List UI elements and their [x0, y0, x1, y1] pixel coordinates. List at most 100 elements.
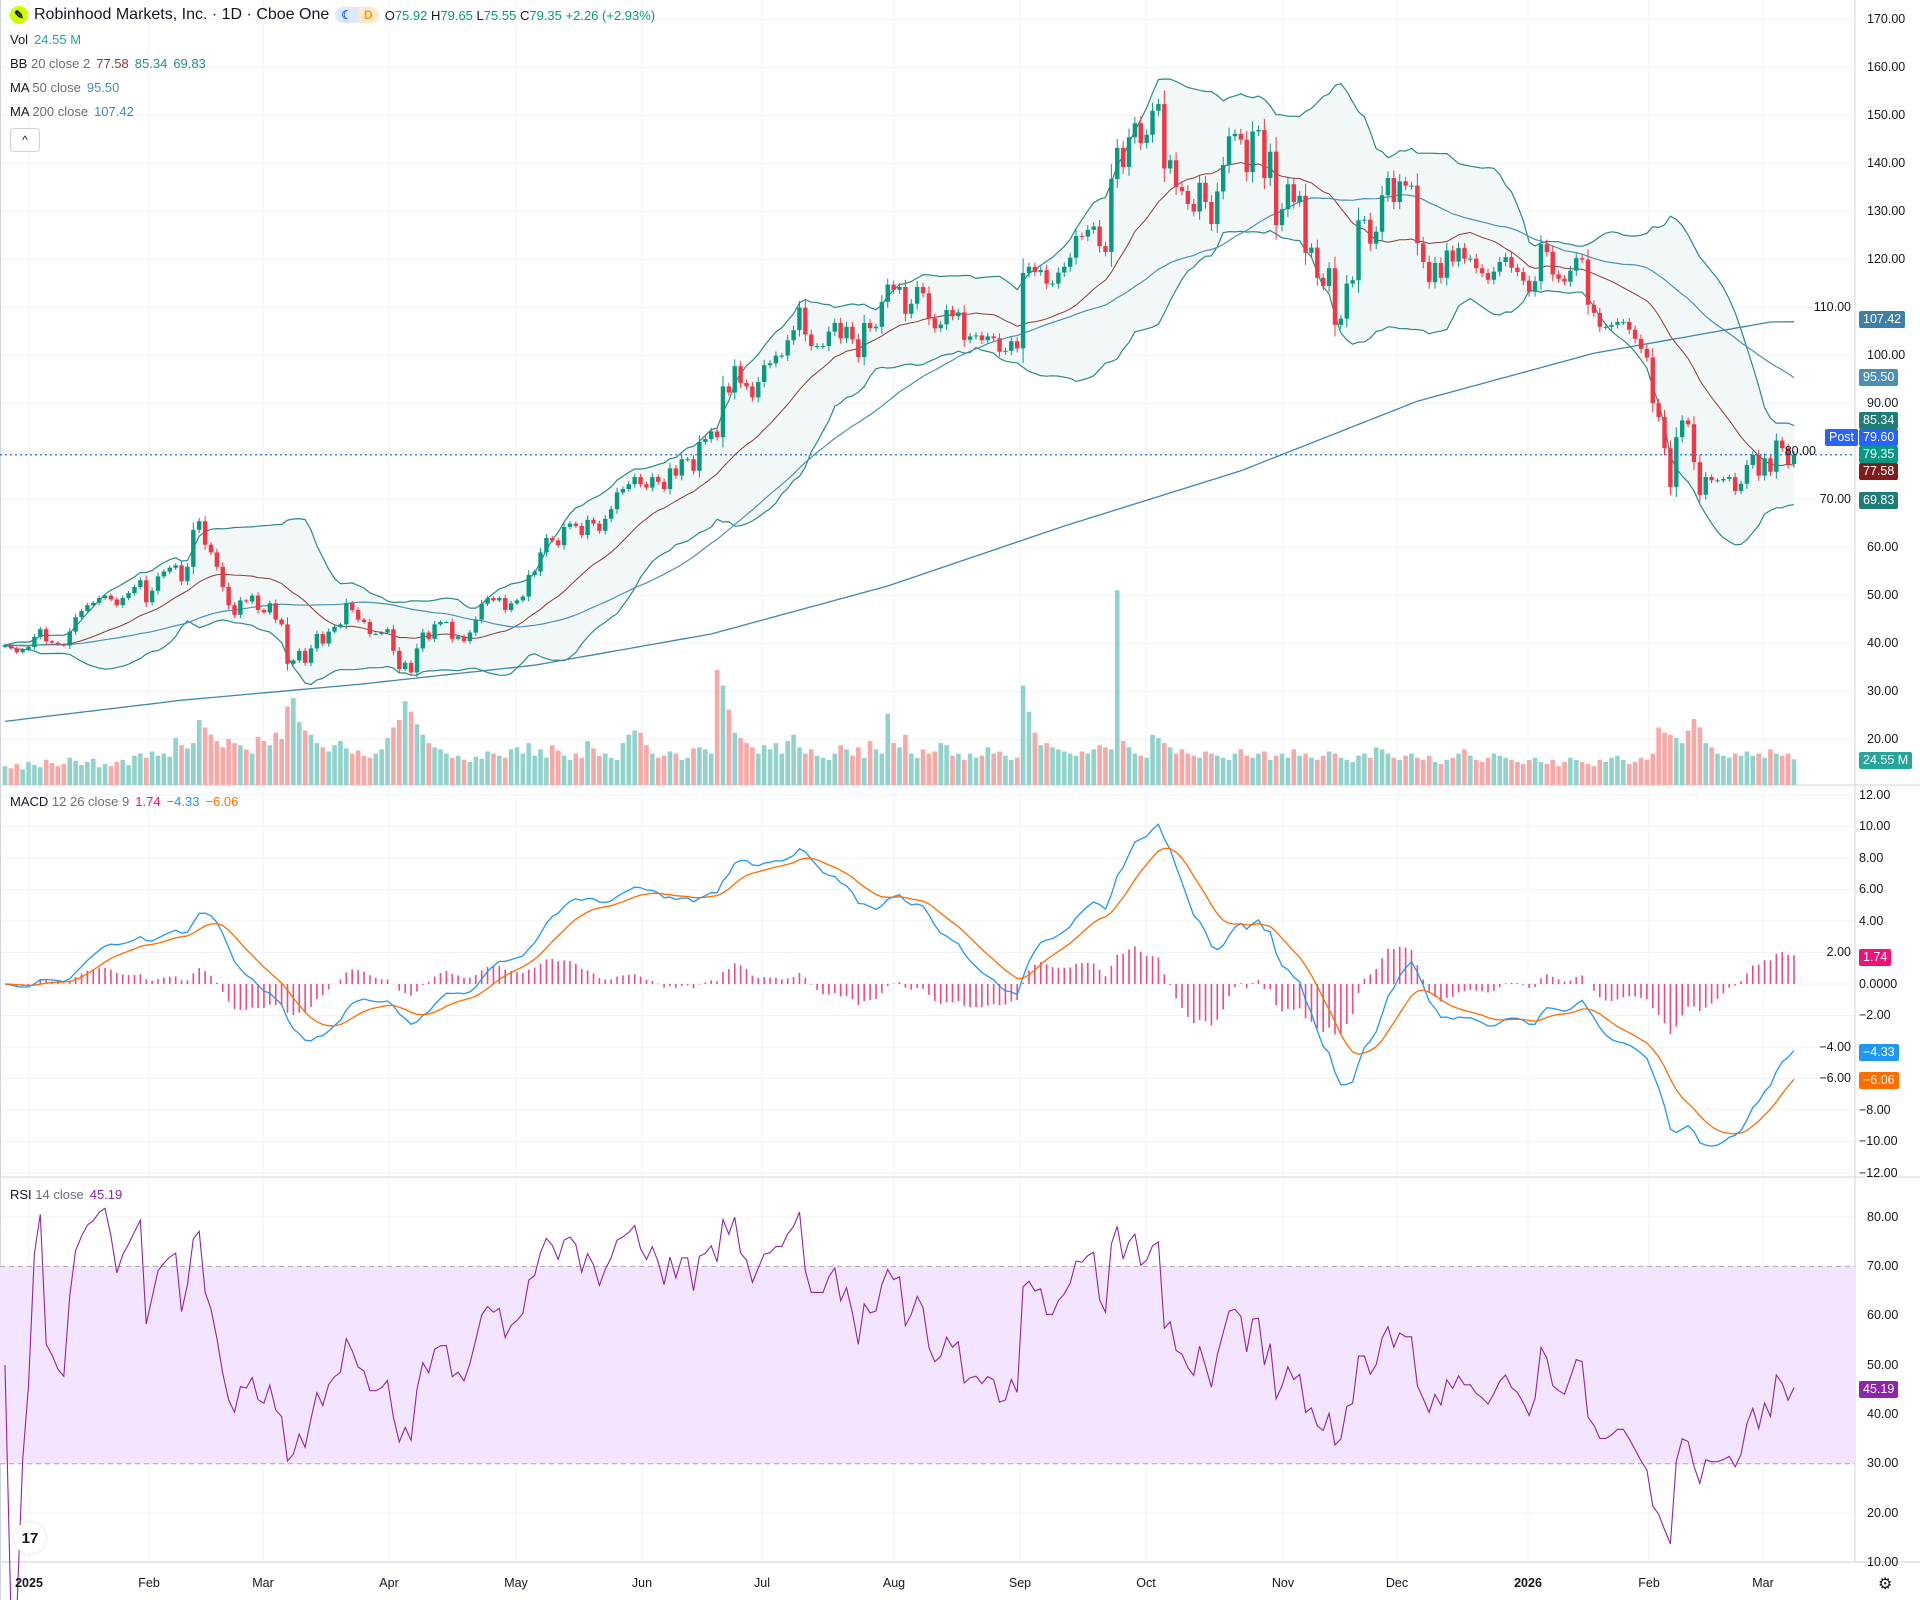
macd-histogram-bar: [1469, 984, 1472, 990]
candle-body: [1097, 226, 1102, 247]
candle-body: [144, 580, 149, 603]
macd-histogram-bar: [1598, 984, 1601, 998]
volume-bar: [1462, 749, 1467, 785]
volume-bar: [438, 749, 443, 785]
candle-body: [1503, 257, 1508, 262]
candle-body: [1067, 257, 1073, 267]
rsi-axis-label: 70.00: [1867, 1258, 1899, 1273]
macd-histogram-bar: [663, 984, 665, 988]
volume-bar: [667, 751, 673, 785]
candle-body: [1209, 202, 1214, 225]
candle-body: [326, 631, 331, 644]
session-indicator[interactable]: ☾ D: [335, 7, 379, 23]
volume-bar: [1303, 753, 1308, 785]
macd-histogram-bar: [121, 974, 124, 984]
volume-bar: [1144, 757, 1149, 785]
volume-bar: [1085, 753, 1091, 785]
volume-bar: [2, 766, 8, 785]
candle-body: [832, 322, 837, 332]
candle-body: [191, 529, 196, 567]
macd-histogram-bar: [1328, 984, 1330, 1028]
macd-histogram-bar: [27, 984, 30, 986]
volume-bar: [1020, 685, 1026, 785]
ma50-params: 50 close: [32, 80, 81, 95]
volume-bar: [85, 761, 90, 785]
volume-bar: [485, 751, 490, 785]
candle-body: [703, 439, 708, 442]
price-axis-label: 80.00: [1784, 444, 1816, 459]
volume-bar: [491, 753, 496, 785]
legend-ma200[interactable]: MA 200 close 107.42: [10, 104, 134, 119]
volume-bar: [755, 753, 761, 785]
candle-body: [1009, 341, 1014, 351]
legend-macd[interactable]: MACD 12 26 close 9 1.74 −4.33 −6.06: [10, 794, 238, 809]
volume-bar: [114, 761, 120, 785]
macd-histogram-bar: [251, 984, 253, 1008]
candle-body: [773, 355, 779, 364]
candle-body: [750, 386, 755, 398]
volume-bar: [538, 749, 543, 785]
candle-body: [1326, 268, 1332, 286]
volume-bar: [1203, 751, 1208, 785]
candle-body: [1109, 178, 1114, 252]
symbol-title[interactable]: Robinhood Markets, Inc. · 1D · Cboe One: [34, 6, 330, 23]
macd-histogram-bar: [133, 974, 136, 984]
legend-volume[interactable]: Vol 24.55 M: [10, 32, 81, 47]
candle-body: [1685, 420, 1691, 425]
volume-bar: [1185, 753, 1191, 785]
tradingview-logo[interactable]: 17: [14, 1522, 46, 1554]
volume-bar: [1632, 761, 1638, 785]
candle-body: [797, 307, 802, 331]
candle-body: [208, 544, 214, 553]
macd-histogram-bar: [675, 984, 677, 988]
candle-body: [1727, 477, 1732, 479]
candle-body: [1679, 420, 1685, 438]
volume-bar: [850, 755, 855, 785]
volume-bar: [1379, 749, 1385, 785]
macd-histogram-bar: [204, 971, 206, 984]
macd-histogram-bar: [1387, 948, 1389, 984]
candle-body: [555, 540, 561, 546]
volume-bar: [1509, 759, 1514, 785]
legend-bb[interactable]: BB 20 close 2 77.58 85.34 69.83: [10, 56, 206, 71]
volume-bar: [1091, 749, 1097, 785]
candle-body: [1432, 262, 1438, 283]
candle-body: [626, 484, 631, 490]
candle-body: [32, 636, 37, 647]
macd-histogram-bar: [622, 975, 624, 984]
candle-body: [120, 598, 125, 606]
macd-histogram-bar: [969, 984, 971, 1008]
last-price-tag: 79.35: [1859, 446, 1899, 463]
collapse-legend-button[interactable]: ^: [10, 128, 40, 152]
ma50-line: [4, 194, 1795, 647]
macd-histogram-bar: [710, 980, 712, 984]
macd-histogram-bar: [716, 981, 718, 984]
candle-body: [1526, 280, 1532, 292]
price-axis-label: 40.00: [1867, 636, 1899, 651]
candle-body: [897, 286, 902, 290]
macd-histogram-bar: [1310, 984, 1313, 1022]
candle-body: [1144, 134, 1149, 143]
volume-bar: [926, 753, 932, 785]
macd-axis-label: 4.00: [1859, 913, 1884, 928]
settings-gear-icon[interactable]: ⚙: [1878, 1576, 1893, 1593]
macd-histogram-bar: [1139, 951, 1142, 984]
macd-histogram-bar: [781, 979, 783, 984]
macd-histogram-bar: [1669, 984, 1672, 1034]
macd-histogram-bar: [316, 984, 318, 1000]
macd-histogram-bar: [1234, 984, 1236, 988]
candle-body: [979, 335, 985, 341]
time-axis-label: Mar: [252, 1576, 274, 1590]
macd-histogram-bar: [168, 976, 171, 984]
legend-ma50[interactable]: MA 50 close 95.50: [10, 80, 119, 95]
legend-rsi[interactable]: RSI 14 close 45.19: [10, 1187, 122, 1202]
volume-bar: [808, 749, 814, 785]
macd-histogram-bar: [586, 970, 589, 984]
macd-histogram-bar: [345, 972, 348, 984]
macd-histogram-bar: [627, 974, 630, 984]
candle-body: [914, 286, 920, 304]
volume-bar: [1750, 755, 1756, 785]
candle-body: [826, 331, 832, 346]
macd-histogram-bar: [863, 984, 865, 1002]
